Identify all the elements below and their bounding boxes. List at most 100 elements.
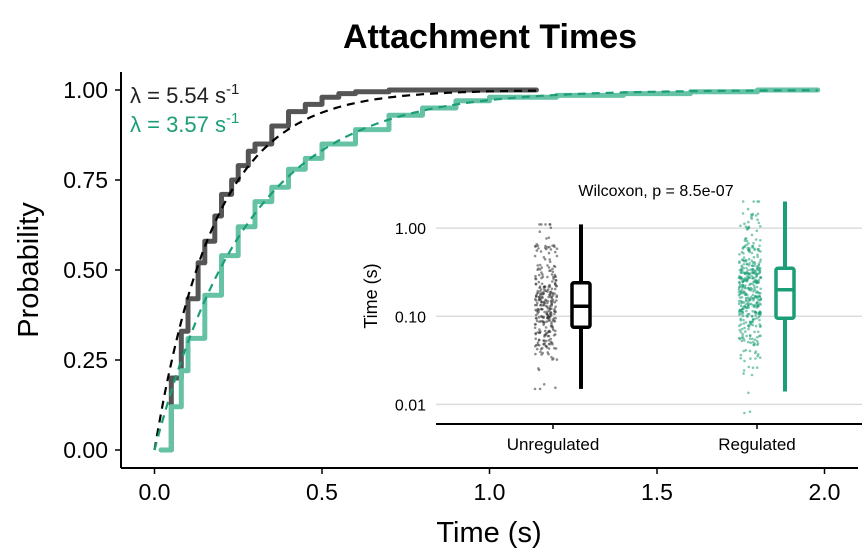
jitter-point [543,301,547,305]
jitter-point [537,315,541,319]
jitter-point [555,247,559,250]
jitter-point [754,311,758,315]
jitter-point [748,262,751,265]
jitter-point [751,264,754,268]
jitter-point [759,334,762,338]
jitter-point [754,214,758,217]
jitter-point [742,256,746,259]
jitter-point [759,258,762,262]
jitter-point [744,237,748,240]
jitter-point [747,365,751,369]
jitter-point [753,338,757,342]
jitter-point [534,295,538,299]
jitter-point [757,278,761,282]
jitter-point [753,288,757,292]
jitter-point [758,244,761,248]
jitter-point [554,310,557,314]
jitter-point [743,272,746,275]
jitter-point [534,282,538,286]
jitter-point [758,268,762,272]
jitter-point [743,339,746,342]
jitter-point [752,255,756,259]
jitter-point [544,223,547,226]
jitter-point [544,298,547,302]
jitter-point [541,273,544,276]
fit-line-unregulated [153,89,537,451]
fit-line-regulated [153,89,818,451]
jitter-point [756,248,760,251]
jitter-point [741,200,745,203]
jitter-point [547,347,551,350]
jitter-point [747,327,750,331]
jitter-point [542,304,546,307]
jitter-point [754,314,757,317]
jitter-point [534,245,537,248]
jitter-point [756,212,760,216]
jitter-point [754,238,758,241]
jitter-point [544,244,547,248]
jitter-point [739,224,742,228]
jitter-point [742,307,745,311]
jitter-point [545,344,548,348]
jitter-point [554,386,557,390]
jitter-point [753,262,757,265]
jitter-point [542,292,546,295]
jitter-point [748,337,752,341]
jitter-point [739,353,743,357]
jitter-point [537,247,540,250]
jitter-point [539,294,542,297]
jitter-point [555,295,558,299]
jitter-point [740,339,744,343]
jitter-point [740,296,744,299]
inset-x-tick-label: Regulated [718,435,796,454]
jitter-point [741,314,745,318]
jitter-point [548,293,551,297]
inset-y-tick-label: 1.00 [395,221,426,238]
jitter-point [739,331,743,334]
jitter-point [738,274,741,278]
jitter-point [738,328,742,332]
jitter-point [742,305,745,309]
jitter-point [542,323,545,327]
jitter-point [742,290,746,293]
jitter-point [536,309,540,312]
jitter-point [756,330,760,334]
jitter-point [551,267,554,271]
rate-label-regulated: λ = 3.57 s-1 [130,110,239,137]
jitter-point [549,248,553,251]
jitter-point [739,304,743,308]
jitter-point [756,342,760,345]
jitter-point [552,334,556,337]
jitter-point [751,293,755,297]
jitter-point [740,327,744,331]
jitter-point [555,299,558,302]
jitter-point [751,309,754,313]
jitter-point [747,220,750,224]
y-tick-label: 0.75 [63,167,108,193]
jitter-point [552,275,555,279]
jitter-point [748,334,752,337]
jitter-point [543,310,546,314]
jitter-point [548,318,551,322]
jitter-point [534,337,537,341]
jitter-point [755,280,759,284]
jitter-point [550,292,553,295]
jitter-point [549,311,553,314]
jitter-point [743,293,747,297]
jitter-point [747,391,750,395]
jitter-point [756,354,759,358]
jitter-point [542,383,546,386]
jitter-point [534,308,537,312]
jitter-point [536,301,539,305]
jitter-point [553,307,556,311]
jitter-point [537,280,541,284]
jitter-point [747,264,751,267]
main-ticks: 0.0 0.5 1.0 1.5 2.0 0.00 0.25 0.50 0.75 1.00 [63,77,840,505]
jitter-point [534,303,537,307]
jitter-point [551,270,555,274]
jitter-point [535,319,539,323]
x-tick-label: 0.0 [139,479,171,505]
jitter-point [750,259,754,263]
jitter-point [751,246,754,249]
